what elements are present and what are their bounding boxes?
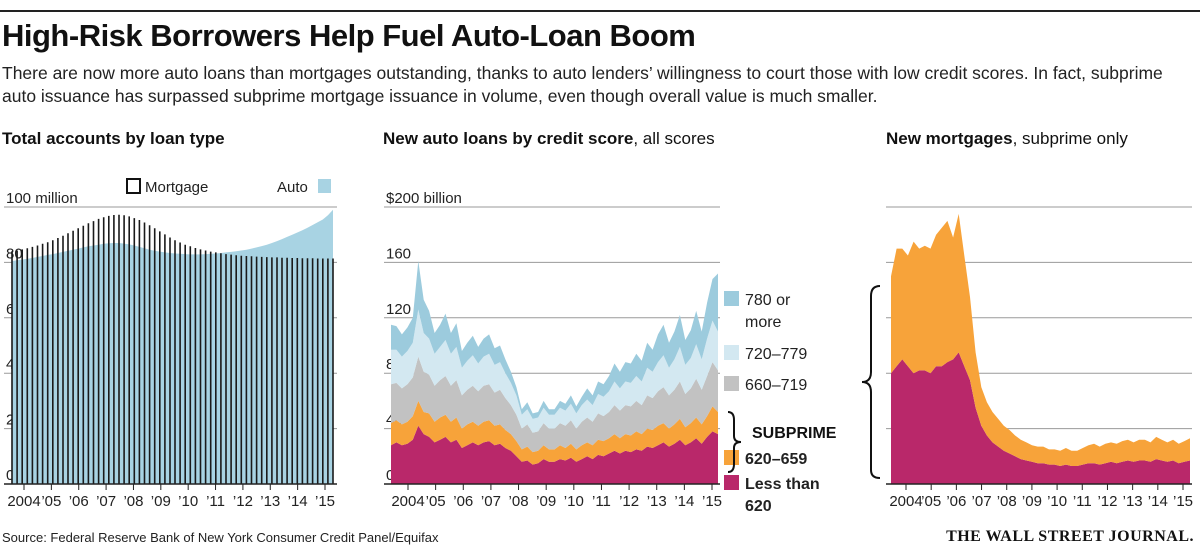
legend-swatch-score_620 bbox=[724, 450, 739, 465]
panel-title-suffix: , subprime only bbox=[1012, 129, 1128, 148]
x-tick-label: 2004 bbox=[391, 493, 424, 510]
legend-swatch-score_lt620 bbox=[724, 475, 739, 490]
area-series-score_lt620 bbox=[891, 352, 1190, 484]
subprime-bracket-mortgage bbox=[861, 285, 881, 479]
subprime-label: SUBPRIME bbox=[752, 425, 837, 442]
x-tick-label: ’11 bbox=[1073, 493, 1092, 510]
legend-swatch-score_660 bbox=[724, 376, 739, 391]
y-tick-label: 0 bbox=[386, 467, 394, 484]
panel-title-text: New mortgages bbox=[886, 129, 1013, 148]
legend-label-lt620: Less than bbox=[745, 476, 820, 493]
area-series-score_720 bbox=[391, 309, 718, 433]
area-series-score_780 bbox=[391, 261, 718, 419]
legend-label-mortgage: Mortgage bbox=[145, 179, 208, 196]
x-tick-label: ’11 bbox=[592, 493, 611, 510]
x-tick-label: ’15 bbox=[1173, 493, 1193, 510]
legend-label-780: 780 or bbox=[745, 292, 791, 309]
x-tick-label: ’08 bbox=[509, 493, 529, 510]
source-note: Source: Federal Reserve Bank of New York… bbox=[2, 530, 439, 545]
mortgage-areas bbox=[891, 213, 1190, 484]
x-tick-label: 2004 bbox=[889, 493, 922, 510]
x-tick-label: ’07 bbox=[972, 493, 992, 510]
area-series-score_660 bbox=[391, 356, 718, 453]
x-tick-label: ’15 bbox=[315, 493, 335, 510]
panel-title-text: New auto loans by credit score bbox=[383, 129, 634, 148]
legend-swatch-score_780 bbox=[724, 291, 739, 306]
x-tick-label: ’06 bbox=[69, 493, 89, 510]
x-tick-label: ’14 bbox=[288, 493, 308, 510]
x-tick-label: ’12 bbox=[619, 493, 639, 510]
accounts-series bbox=[11, 209, 334, 485]
page-title: High-Risk Borrowers Help Fuel Auto-Loan … bbox=[2, 18, 696, 53]
legend-label-660: 660–719 bbox=[745, 377, 807, 394]
legend-label-auto: Auto bbox=[277, 179, 308, 196]
x-tick-label: ’10 bbox=[564, 493, 584, 510]
x-tick-label: ’08 bbox=[123, 493, 143, 510]
y-tick-label: 120 bbox=[386, 301, 411, 318]
x-tick-label: ’05 bbox=[41, 493, 61, 510]
x-tick-label: ’12 bbox=[1097, 493, 1117, 510]
auto-area bbox=[12, 209, 333, 485]
legend-swatch-mortgage bbox=[126, 178, 141, 194]
x-tick-label: ’08 bbox=[997, 493, 1017, 510]
y-tick-label: 0 bbox=[6, 467, 14, 484]
x-tick-label: ’15 bbox=[702, 493, 722, 510]
x-tick-label: ’05 bbox=[921, 493, 941, 510]
x-tick-label: ’09 bbox=[1022, 493, 1042, 510]
area-series-score_lt620 bbox=[391, 425, 718, 484]
panel-title-new-auto-loans: New auto loans by credit score, all scor… bbox=[383, 129, 715, 149]
page-subtitle: There are now more auto loans than mortg… bbox=[2, 63, 1163, 106]
x-tick-label: ’06 bbox=[946, 493, 966, 510]
legend-label-720: 720–779 bbox=[745, 346, 807, 363]
y-tick-label: 160 bbox=[386, 245, 411, 262]
top-rule bbox=[0, 10, 1200, 12]
x-tick-label: ’11 bbox=[206, 493, 225, 510]
panel-title-new-mortgages: New mortgages, subprime only bbox=[886, 129, 1128, 149]
x-tick-label: ’09 bbox=[536, 493, 556, 510]
x-tick-label: ’14 bbox=[674, 493, 694, 510]
publisher-logo: THE WALL STREET JOURNAL. bbox=[946, 528, 1194, 545]
x-tick-label: ’13 bbox=[647, 493, 667, 510]
legend-swatch-auto bbox=[318, 179, 331, 193]
auto-loan-areas bbox=[391, 261, 718, 484]
area-series-score_620 bbox=[391, 400, 718, 465]
legend-label-780: more bbox=[745, 314, 782, 331]
x-tick-label: ’05 bbox=[426, 493, 446, 510]
x-tick-label: ’06 bbox=[453, 493, 473, 510]
panel-title-total-accounts: Total accounts by loan type bbox=[2, 129, 225, 149]
panel-title-suffix: , all scores bbox=[633, 129, 715, 148]
x-tick-label: ’14 bbox=[1148, 493, 1168, 510]
y-tick-label: 100 million bbox=[6, 190, 78, 207]
legend-label-lt620: 620 bbox=[745, 498, 772, 515]
legend-swatch-score_720 bbox=[724, 345, 739, 360]
x-tick-label: ’10 bbox=[1047, 493, 1067, 510]
legend-label-620: 620–659 bbox=[745, 451, 807, 468]
x-tick-label: ’12 bbox=[233, 493, 253, 510]
area-series-score_620 bbox=[891, 213, 1190, 466]
x-tick-label: ’13 bbox=[260, 493, 280, 510]
panel-title-text: Total accounts by loan type bbox=[2, 129, 225, 148]
x-tick-label: 2004 bbox=[7, 493, 40, 510]
x-tick-label: ’07 bbox=[481, 493, 501, 510]
y-tick-label: 80 bbox=[6, 245, 23, 262]
subprime-bracket bbox=[727, 411, 742, 473]
x-tick-label: ’10 bbox=[178, 493, 198, 510]
x-tick-label: ’07 bbox=[96, 493, 116, 510]
x-tick-label: ’09 bbox=[151, 493, 171, 510]
y-tick-label: $200 billion bbox=[386, 190, 462, 207]
x-tick-label: ’13 bbox=[1123, 493, 1143, 510]
